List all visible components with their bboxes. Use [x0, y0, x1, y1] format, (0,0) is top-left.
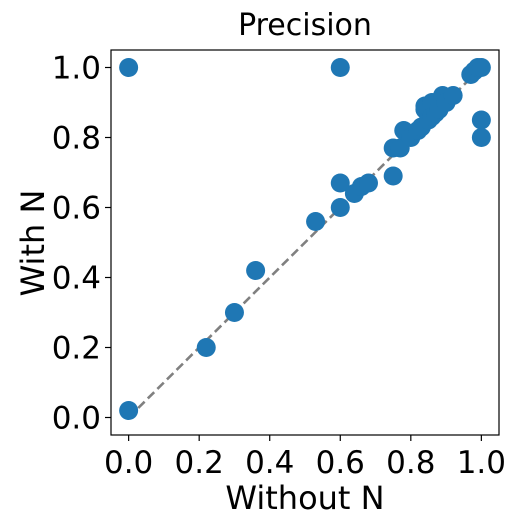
reference-diagonal-line — [127, 66, 483, 419]
y-axis-label: With N — [14, 190, 52, 297]
x-tick-label-5: 1.0 — [457, 445, 506, 481]
data-point-32 — [471, 58, 491, 77]
data-point-34 — [471, 128, 491, 147]
y-tick-label-4: 0.8 — [52, 121, 101, 157]
data-point-11 — [358, 173, 378, 193]
x-tick-label-3: 0.6 — [316, 445, 365, 481]
chart-title: Precision — [238, 8, 372, 43]
y-tick-label-1: 0.2 — [52, 331, 101, 367]
axes-frame — [110, 49, 500, 436]
data-point-28 — [443, 86, 463, 105]
data-point-33 — [471, 110, 491, 130]
data-point-2 — [119, 401, 139, 420]
x-axis-label: Without N — [225, 479, 384, 517]
x-tick-label-4: 0.8 — [386, 445, 435, 481]
y-tick-label-2: 0.4 — [52, 261, 101, 297]
y-tick-label-3: 0.6 — [52, 191, 101, 227]
x-tick-label-0: 0.0 — [104, 445, 153, 481]
plot-area: 0.0 0.2 0.4 0.6 0.8 1.0 0.0 0.2 0.4 0.6 0.8 1.0 — [52, 51, 506, 482]
x-tick-label-1: 0.2 — [175, 445, 224, 481]
data-point-4 — [224, 303, 244, 322]
data-point-8 — [330, 173, 350, 193]
y-tick-label-5: 1.0 — [52, 51, 101, 87]
data-point-5 — [246, 261, 266, 280]
data-point-1 — [330, 58, 350, 77]
data-point-0 — [119, 58, 139, 77]
data-point-6 — [306, 212, 326, 231]
y-tick-label-0: 0.0 — [52, 401, 101, 437]
data-point-7 — [330, 198, 350, 217]
data-point-12 — [383, 166, 403, 186]
data-point-3 — [196, 338, 216, 357]
x-tick-label-2: 0.4 — [245, 445, 294, 481]
